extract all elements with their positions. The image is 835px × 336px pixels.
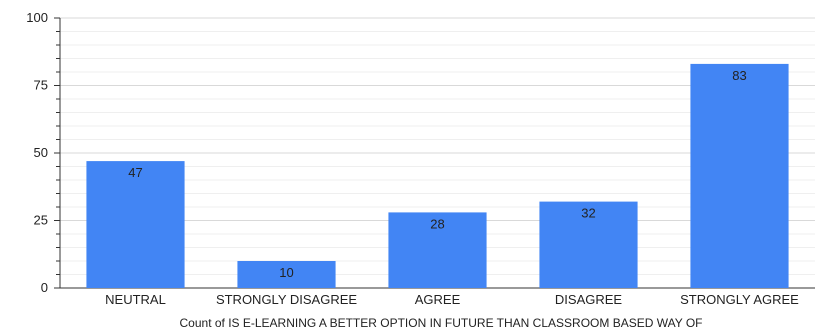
x-tick-label: STRONGLY AGREE xyxy=(680,292,799,307)
bar-value-label: 32 xyxy=(581,206,595,221)
bar-value-label: 47 xyxy=(128,165,142,180)
y-tick-label: 25 xyxy=(34,213,48,228)
bar xyxy=(388,212,487,288)
axes: 0 25 50 75 100 xyxy=(26,10,815,295)
bar xyxy=(690,63,789,289)
x-axis-label: Count of IS E-LEARNING A BETTER OPTION I… xyxy=(180,316,703,330)
x-tick-label: STRONGLY DISAGREE xyxy=(216,292,357,307)
y-tick-label: 50 xyxy=(34,145,48,160)
labels: 47 NEUTRAL 10 STRONGLY DISAGREE 28 AGREE 32 DIS… xyxy=(105,68,799,307)
bar xyxy=(237,261,336,288)
y-tick-label: 75 xyxy=(34,78,48,93)
bars xyxy=(86,63,789,289)
bar xyxy=(86,161,185,288)
bar-value-label: 83 xyxy=(732,68,746,83)
x-tick-label: NEUTRAL xyxy=(105,292,166,307)
gridlines xyxy=(60,17,815,289)
y-tick-label: 100 xyxy=(26,10,48,25)
x-tick-label: DISAGREE xyxy=(555,292,623,307)
bar-value-label: 10 xyxy=(279,265,293,280)
bar-value-label: 28 xyxy=(430,216,444,231)
x-tick-label: AGREE xyxy=(415,292,461,307)
y-tick-label: 0 xyxy=(41,280,48,295)
bar xyxy=(539,201,638,288)
